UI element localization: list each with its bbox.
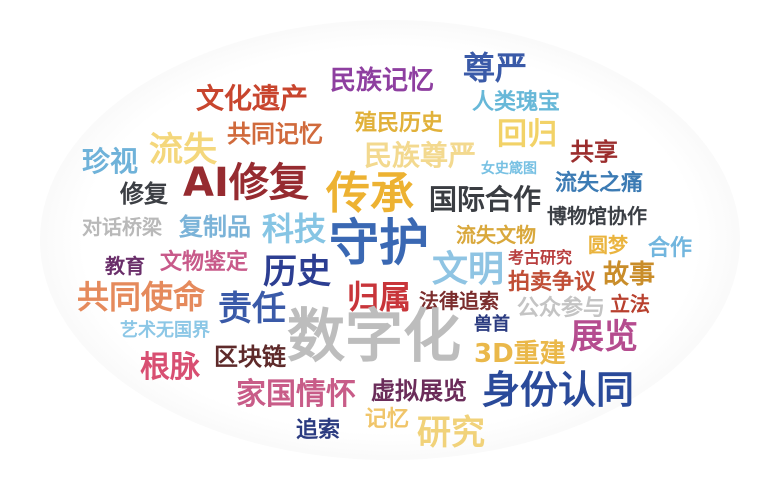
word: 研究: [417, 413, 485, 453]
word: 守护: [329, 214, 429, 272]
word: 立法: [610, 292, 650, 316]
word: 对话桥梁: [82, 215, 162, 239]
word: AI修复: [183, 160, 309, 206]
word: 文物鉴定: [160, 250, 249, 275]
word: 责任: [218, 289, 286, 329]
word: 拍卖争议: [508, 270, 597, 295]
word: 修复: [120, 180, 168, 208]
word: 根脉: [140, 350, 200, 385]
word: 公众参与: [517, 296, 606, 321]
word: 流失文物: [456, 223, 536, 247]
word: 3D重建: [474, 339, 566, 369]
word: 科技: [262, 210, 327, 248]
word: 归属: [347, 278, 412, 316]
word: 人类瑰宝: [472, 90, 561, 115]
word: 艺术无国界: [120, 320, 210, 341]
word: 法律追索: [419, 289, 499, 313]
word: 数字化: [287, 302, 462, 370]
word: 身份认同: [482, 368, 635, 412]
word: 兽首: [474, 314, 510, 335]
word: 流失之痛: [555, 171, 644, 196]
word: 考古研究: [508, 248, 573, 267]
word: 区块链: [214, 343, 286, 371]
word: 流失: [149, 130, 217, 170]
word: 追索: [296, 418, 341, 443]
word: 共同记忆: [227, 120, 323, 148]
word: 历史: [263, 252, 331, 292]
word: 虚拟展览: [371, 377, 467, 405]
word: 家国情怀: [236, 377, 356, 412]
word: 共享: [570, 138, 618, 166]
word: 传承: [326, 168, 414, 219]
cloud-background: [40, 20, 740, 460]
word: 民族尊严: [364, 139, 477, 172]
word: 珍视: [82, 145, 139, 178]
word: 展览: [570, 317, 638, 357]
word: 复制品: [179, 213, 251, 241]
word: 圆梦: [588, 233, 628, 257]
word: 回归: [497, 117, 557, 152]
word: 民族记忆: [330, 66, 435, 96]
word: 国际合作: [429, 183, 542, 216]
word: 合作: [648, 236, 693, 261]
word: 教育: [105, 254, 145, 278]
word: 尊严: [463, 49, 528, 87]
word: 故事: [603, 260, 656, 290]
word: 共同使命: [77, 278, 206, 316]
word: 殖民历史: [355, 111, 444, 136]
word: 女史箴图: [481, 161, 537, 177]
word: 记忆: [365, 407, 410, 432]
word: 博物馆协作: [547, 204, 647, 228]
word: 文明: [432, 249, 505, 290]
word: 文化遗产: [196, 82, 309, 115]
